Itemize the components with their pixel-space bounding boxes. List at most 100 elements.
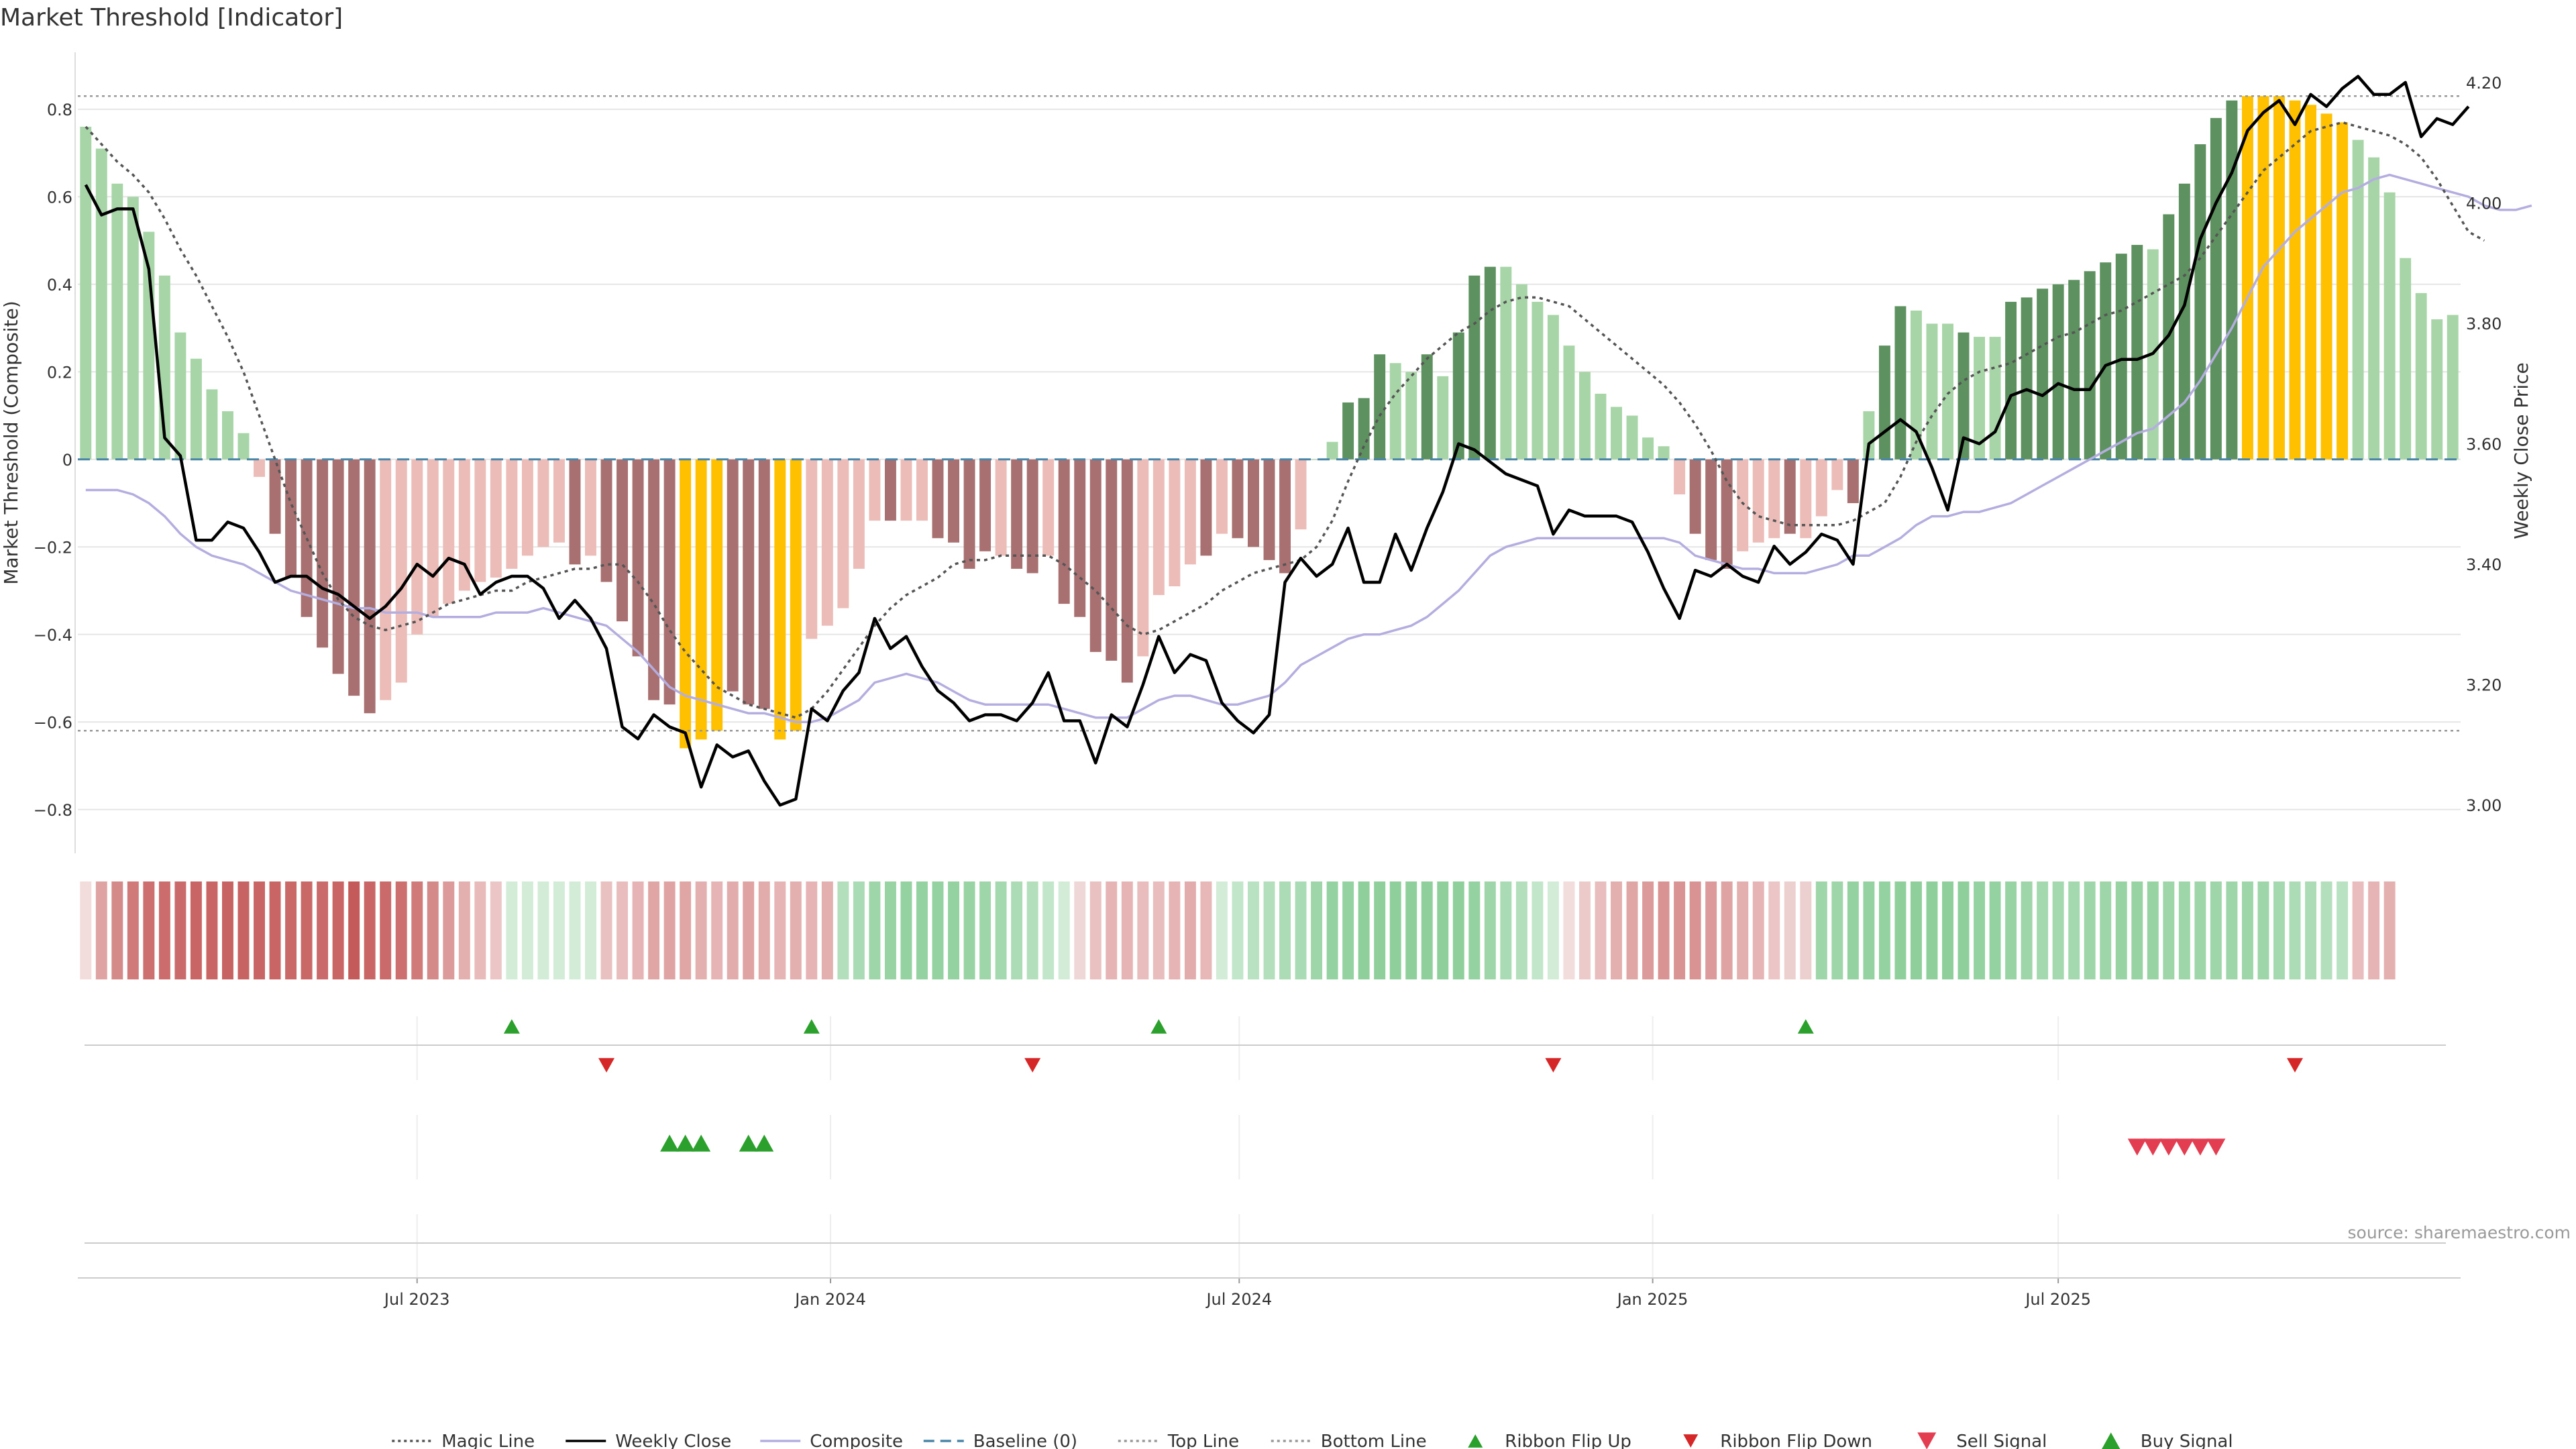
y-tick-label-left: −0.2 xyxy=(34,538,72,557)
ribbon-segment xyxy=(1342,881,1354,979)
ribbon-segment xyxy=(1863,881,1875,979)
composite-bar xyxy=(1674,459,1686,494)
ribbon-segment xyxy=(1152,881,1165,979)
ribbon-segment xyxy=(301,881,313,979)
composite-bar xyxy=(80,126,92,460)
x-tick-label: Jan 2025 xyxy=(1616,1290,1688,1309)
ribbon-segment xyxy=(695,881,707,979)
composite-bar xyxy=(2005,301,2017,460)
legend-label: Top Line xyxy=(1167,1432,1239,1449)
ribbon-segment xyxy=(1374,881,1386,979)
x-tick-label: Jul 2023 xyxy=(383,1290,450,1309)
ribbon-segment xyxy=(727,881,739,979)
chart-title: Market Threshold [Indicator] xyxy=(0,4,343,32)
composite-bar xyxy=(1926,323,1938,460)
composite-bar xyxy=(1689,459,1701,534)
composite-bar xyxy=(474,459,486,582)
ribbon-segment xyxy=(1989,881,2001,979)
composite-line xyxy=(85,173,2532,724)
composite-bar xyxy=(2037,288,2049,460)
y-tick-label-right: 4.00 xyxy=(2466,194,2502,213)
y-tick-label-left: 0.2 xyxy=(47,363,72,382)
ribbon-segment xyxy=(1279,881,1291,979)
composite-bar xyxy=(190,358,202,460)
composite-bar xyxy=(1342,402,1354,460)
composite-bar xyxy=(1910,310,1922,460)
ribbon-segment xyxy=(506,881,518,979)
composite-bar xyxy=(585,459,596,556)
composite-bar xyxy=(1957,332,1970,460)
composite-bar xyxy=(869,459,881,521)
ribbon-flip-up-marker xyxy=(803,1019,820,1034)
ribbon-segment xyxy=(632,881,644,979)
composite-bar xyxy=(332,459,344,674)
ribbon-flip-down-marker xyxy=(1545,1058,1562,1073)
ribbon-segment xyxy=(1089,881,1102,979)
composite-bar xyxy=(758,459,770,709)
composite-bar xyxy=(553,459,565,543)
ribbon-segment xyxy=(174,881,186,979)
composite-bar xyxy=(427,459,439,617)
ribbon-segment xyxy=(995,881,1007,979)
ribbon-segment xyxy=(2241,881,2253,979)
composite-bar xyxy=(1042,459,1055,556)
ribbon-segment xyxy=(1200,881,1212,979)
composite-bar xyxy=(1389,363,1401,460)
ribbon-segment xyxy=(1468,881,1481,979)
ribbon-segment xyxy=(1910,881,1922,979)
legend: Magic Line Weekly Close Composite Baseline … xyxy=(392,1432,2233,1449)
ribbon-segment xyxy=(2131,881,2143,979)
composite-bar xyxy=(1074,459,1086,617)
ribbon-segment xyxy=(427,881,439,979)
composite-bars-layer xyxy=(80,96,2459,749)
ribbon-segment xyxy=(1689,881,1701,979)
composite-bar xyxy=(1200,459,1212,556)
magic-line xyxy=(85,121,2485,719)
composite-bar xyxy=(1563,345,1575,460)
legend-label: Sell Signal xyxy=(1956,1432,2047,1449)
legend-label: Buy Signal xyxy=(2141,1432,2233,1449)
composite-bar xyxy=(680,459,692,749)
ribbon-segment xyxy=(111,881,123,979)
composite-bar xyxy=(2068,280,2080,460)
y-tick-label-left: −0.4 xyxy=(34,626,72,645)
ribbon-flip-down-marker xyxy=(598,1058,615,1073)
ribbon-segment xyxy=(2194,881,2206,979)
ribbon-segment xyxy=(1500,881,1512,979)
ribbon-segment xyxy=(1437,881,1449,979)
signals-layer xyxy=(78,1019,2461,1279)
composite-bar xyxy=(837,459,849,608)
ribbon-segment xyxy=(458,881,470,979)
composite-bar xyxy=(790,459,802,731)
ribbon-segment xyxy=(364,881,376,979)
ribbon-segment xyxy=(1626,881,1638,979)
ribbon-segment xyxy=(285,881,297,979)
composite-bar xyxy=(1611,407,1622,460)
composite-bar xyxy=(853,459,865,569)
y-tick-label-right: 4.20 xyxy=(2466,74,2502,93)
ribbon-segment xyxy=(853,881,865,979)
ribbon-segment xyxy=(1784,881,1796,979)
buy-signal-marker xyxy=(755,1134,774,1152)
composite-bar xyxy=(2431,319,2443,460)
composite-bar xyxy=(521,459,533,556)
composite-bar xyxy=(948,459,960,543)
ribbon-segment xyxy=(1216,881,1228,979)
composite-bar xyxy=(2131,245,2143,460)
composite-bar xyxy=(2194,144,2206,460)
ribbon-flip-down-marker xyxy=(2287,1058,2304,1073)
composite-bar xyxy=(1026,459,1038,574)
composite-bar xyxy=(2257,96,2269,460)
ribbon-segment xyxy=(490,881,502,979)
sell-signal-marker xyxy=(2190,1138,2210,1156)
ribbon-segment xyxy=(680,881,692,979)
composite-bar xyxy=(1011,459,1023,569)
ribbon-segment xyxy=(1421,881,1433,979)
ribbon-segment xyxy=(758,881,770,979)
ribbon-segment xyxy=(1563,881,1575,979)
composite-bar xyxy=(1374,354,1386,460)
ribbon-segment xyxy=(1295,881,1307,979)
y-tick-label-left: 0.8 xyxy=(47,101,72,119)
ribbon-segment xyxy=(1674,881,1686,979)
ribbon-segment xyxy=(1137,881,1149,979)
